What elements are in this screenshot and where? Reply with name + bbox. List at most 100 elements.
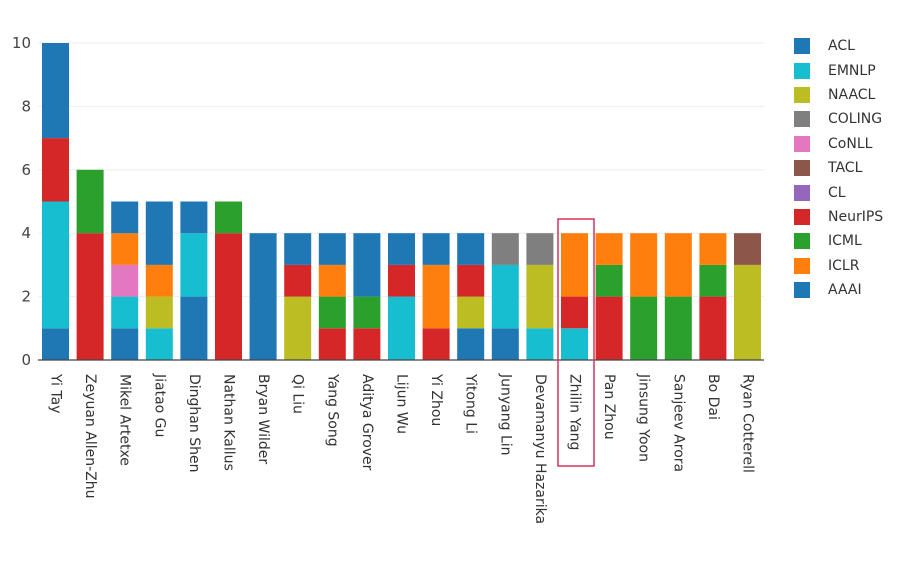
bar-segment-aaai bbox=[457, 233, 485, 265]
bar-segment-emnlp bbox=[388, 296, 415, 360]
bar-segment-neurips bbox=[284, 264, 312, 297]
bar-segment-aaai bbox=[180, 201, 208, 234]
x-tick-label: Devamanyu Hazarika bbox=[532, 374, 548, 524]
legend-label: TACL bbox=[828, 160, 863, 177]
bar-segment-iclr bbox=[630, 233, 658, 297]
y-tick-label: 6 bbox=[21, 161, 31, 179]
bar-segment-iclr bbox=[422, 264, 450, 329]
x-tick-label: Jiatao Gu bbox=[151, 373, 167, 437]
legend-item-naacl[interactable]: NAACL bbox=[794, 83, 883, 107]
bar-segment-naacl bbox=[526, 264, 554, 329]
x-tick-label: Lijun Wu bbox=[394, 374, 410, 434]
bar-segment-naacl bbox=[457, 296, 485, 329]
legend-swatch bbox=[794, 233, 810, 250]
x-tick-label: Mikel Artetxe bbox=[117, 374, 133, 466]
legend-item-icml[interactable]: ICML bbox=[794, 229, 883, 253]
legend-swatch bbox=[794, 282, 810, 299]
bar-segment-neurips bbox=[595, 296, 623, 360]
legend-label: AAAI bbox=[828, 282, 862, 299]
bar-segment-iclr bbox=[111, 233, 139, 265]
legend-swatch bbox=[794, 86, 810, 103]
legend-label: ICML bbox=[828, 233, 862, 250]
bar-segment-iclr bbox=[561, 233, 588, 297]
legend-label: ICLR bbox=[828, 257, 860, 274]
bar-segment-neurips bbox=[388, 264, 415, 297]
bar-segment-neurips bbox=[76, 233, 104, 360]
x-tick-label: Ryan Cotterell bbox=[740, 374, 756, 473]
bar-segment-aaai bbox=[284, 233, 312, 265]
x-tick-label: Junyang Lin bbox=[497, 373, 513, 456]
legend-item-acl[interactable]: ACL bbox=[794, 34, 883, 58]
bar-segment-aaai bbox=[318, 233, 346, 265]
bar-segment-acl bbox=[180, 296, 208, 360]
x-tick-label: Sanjeev Arora bbox=[670, 374, 686, 472]
x-tick-label: Yi Zhou bbox=[428, 373, 444, 426]
legend-label: EMNLP bbox=[828, 62, 876, 79]
x-tick-label: Dinghan Shen bbox=[186, 374, 202, 472]
legend-swatch bbox=[794, 184, 810, 201]
x-axis-labels: Yi Tay Zeyuan Allen-Zhu Mikel Artetxe Jiata… bbox=[48, 373, 756, 524]
bar-segment-naacl bbox=[145, 296, 173, 329]
x-tick-label: Yi Tay bbox=[48, 373, 64, 414]
legend-label: CoNLL bbox=[828, 135, 873, 152]
x-tick-label: Yang Song bbox=[324, 373, 340, 447]
x-tick-label: Yitong Li bbox=[463, 373, 479, 434]
bar-segment-tacl bbox=[734, 233, 761, 265]
bar-segment-aaai bbox=[388, 233, 415, 265]
bar-segment-acl bbox=[457, 328, 485, 360]
bar-segment-neurips bbox=[457, 264, 485, 297]
bar-segment-neurips bbox=[422, 328, 450, 360]
bar-segment-emnlp bbox=[145, 328, 173, 360]
legend: ACL EMNLP NAACL COLING CoNLL TACL CL NeurIPS ICM… bbox=[794, 34, 883, 302]
bar-segment-emnlp bbox=[180, 233, 208, 297]
bar-segment-iclr bbox=[595, 233, 623, 265]
bar-segment-neurips bbox=[699, 296, 727, 360]
bar-segment-icml bbox=[318, 296, 346, 329]
bar-segment-neurips bbox=[215, 233, 242, 360]
y-axis-ticks: 0 2 4 6 8 10 bbox=[12, 34, 31, 369]
highlight-box bbox=[557, 218, 595, 467]
legend-swatch bbox=[794, 160, 810, 177]
bar-segment-neurips bbox=[42, 138, 69, 202]
bar-segment-emnlp bbox=[42, 201, 69, 329]
bar-segment-aaai bbox=[145, 201, 173, 265]
legend-item-iclr[interactable]: ICLR bbox=[794, 254, 883, 278]
bar-segment-neurips bbox=[318, 328, 346, 360]
legend-item-coling[interactable]: COLING bbox=[794, 107, 883, 131]
y-tick-label: 10 bbox=[12, 34, 31, 52]
legend-swatch bbox=[794, 111, 810, 128]
legend-item-conll[interactable]: CoNLL bbox=[794, 132, 883, 156]
y-tick-label: 4 bbox=[21, 224, 31, 242]
bar-segment-aaai bbox=[42, 43, 69, 139]
bar-segment-iclr bbox=[145, 264, 173, 297]
bar-segment-neurips bbox=[353, 328, 381, 360]
bar-segment-iclr bbox=[664, 233, 692, 297]
legend-label: CL bbox=[828, 184, 846, 201]
x-tick-label: Zhilin Yang bbox=[567, 374, 583, 450]
y-tick-label: 0 bbox=[21, 351, 31, 369]
legend-item-emnlp[interactable]: EMNLP bbox=[794, 58, 883, 82]
x-tick-label: Aditya Grover bbox=[359, 374, 375, 471]
bar-segment-icml bbox=[353, 296, 381, 329]
bar-segment-coling bbox=[491, 233, 519, 265]
bar-segment-aaai bbox=[353, 233, 381, 297]
bar-segment-aaai bbox=[249, 233, 277, 360]
bar-segment-acl bbox=[491, 328, 519, 360]
legend-label: NAACL bbox=[828, 86, 876, 103]
x-tick-label: Bryan Wilder bbox=[255, 374, 271, 464]
x-tick-label: Pan Zhou bbox=[601, 374, 617, 440]
legend-swatch bbox=[794, 208, 810, 225]
bar-segment-aaai bbox=[422, 233, 450, 265]
bar-segment-aaai bbox=[111, 201, 139, 234]
legend-item-tacl[interactable]: TACL bbox=[794, 156, 883, 180]
legend-item-neurips[interactable]: NeurIPS bbox=[794, 205, 883, 229]
legend-swatch bbox=[794, 135, 810, 152]
bar-segment-emnlp bbox=[526, 328, 554, 360]
bar-segment-acl bbox=[42, 328, 69, 360]
legend-label: NeurIPS bbox=[828, 208, 884, 225]
bar-segment-emnlp bbox=[111, 296, 139, 329]
legend-item-cl[interactable]: CL bbox=[794, 180, 883, 204]
bar-segment-naacl bbox=[734, 264, 761, 360]
bar-segment-iclr bbox=[699, 233, 727, 265]
legend-item-aaai[interactable]: AAAI bbox=[794, 278, 883, 302]
